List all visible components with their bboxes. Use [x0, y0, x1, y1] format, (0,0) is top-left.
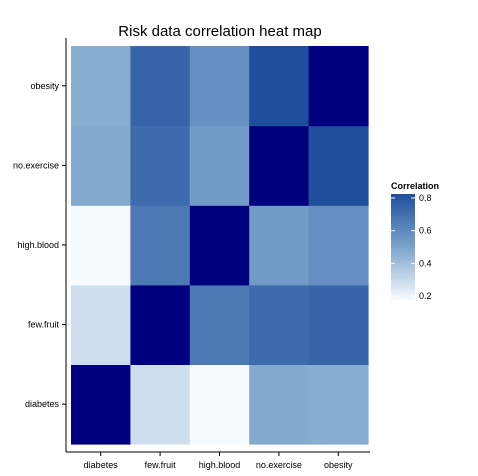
heatmap-cell-few.fruit-diabetes [71, 284, 131, 365]
heatmap-cell-obesity-no.exercise [249, 46, 310, 127]
heatmap-cell-obesity-obesity [308, 46, 369, 127]
heatmap-cell-high.blood-diabetes [71, 205, 131, 286]
heatmap-cell-few.fruit-few.fruit [130, 284, 191, 365]
x-tick-label: no.exercise [256, 460, 302, 470]
x-tick-label: few.fruit [145, 460, 177, 470]
heatmap-cell-few.fruit-no.exercise [249, 284, 310, 365]
heatmap-cell-diabetes-few.fruit [130, 364, 191, 445]
x-tick-label: high.blood [199, 460, 241, 470]
heatmap-cell-obesity-high.blood [189, 46, 250, 127]
heatmap-cell-high.blood-high.blood [189, 205, 250, 286]
heatmap-cells [71, 46, 369, 445]
legend-tick-label: 0.2 [419, 291, 432, 301]
legend-tick-label: 0.6 [419, 226, 432, 236]
heatmap-cell-no.exercise-high.blood [189, 125, 250, 206]
heatmap-cell-few.fruit-obesity [308, 284, 369, 365]
y-tick-label: high.blood [17, 240, 59, 250]
x-tick-label: obesity [324, 460, 353, 470]
legend-title: Correlation [391, 181, 439, 191]
legend-ticks: 0.8 0.6 0.4 0.2 [391, 193, 432, 301]
heatmap-cell-obesity-diabetes [71, 46, 131, 127]
x-axis-ticks: diabetes few.fruit high.blood no.exercise ob… [84, 452, 353, 470]
y-tick-label: no.exercise [13, 160, 59, 170]
heatmap-cell-no.exercise-few.fruit [130, 125, 191, 206]
heatmap-cell-diabetes-obesity [308, 364, 369, 445]
heatmap-cell-diabetes-diabetes [71, 364, 131, 445]
x-tick-label: diabetes [84, 460, 119, 470]
legend-colorbar [391, 194, 415, 300]
y-tick-label: obesity [30, 81, 59, 91]
legend-tick-label: 0.4 [419, 258, 432, 268]
y-axis-ticks: diabetes few.fruit high.blood no.exercise ob… [13, 81, 66, 409]
chart-title: Risk data correlation heat map [118, 23, 321, 40]
heatmap-cell-high.blood-few.fruit [130, 205, 191, 286]
heatmap-cell-high.blood-no.exercise [249, 205, 310, 286]
heatmap-cell-diabetes-no.exercise [249, 364, 310, 445]
y-tick-label: diabetes [25, 399, 60, 409]
heatmap-cell-no.exercise-no.exercise [249, 125, 310, 206]
legend-tick-label: 0.8 [419, 193, 432, 203]
heatmap-cell-no.exercise-obesity [308, 125, 369, 206]
heatmap-cell-no.exercise-diabetes [71, 125, 131, 206]
heatmap-cell-obesity-few.fruit [130, 46, 191, 127]
legend: Correlation 0.8 0.6 0.4 0.2 [391, 181, 439, 301]
heatmap-cell-few.fruit-high.blood [189, 284, 250, 365]
y-tick-label: few.fruit [28, 320, 60, 330]
heatmap-cell-high.blood-obesity [308, 205, 369, 286]
heatmap-cell-diabetes-high.blood [189, 364, 250, 445]
